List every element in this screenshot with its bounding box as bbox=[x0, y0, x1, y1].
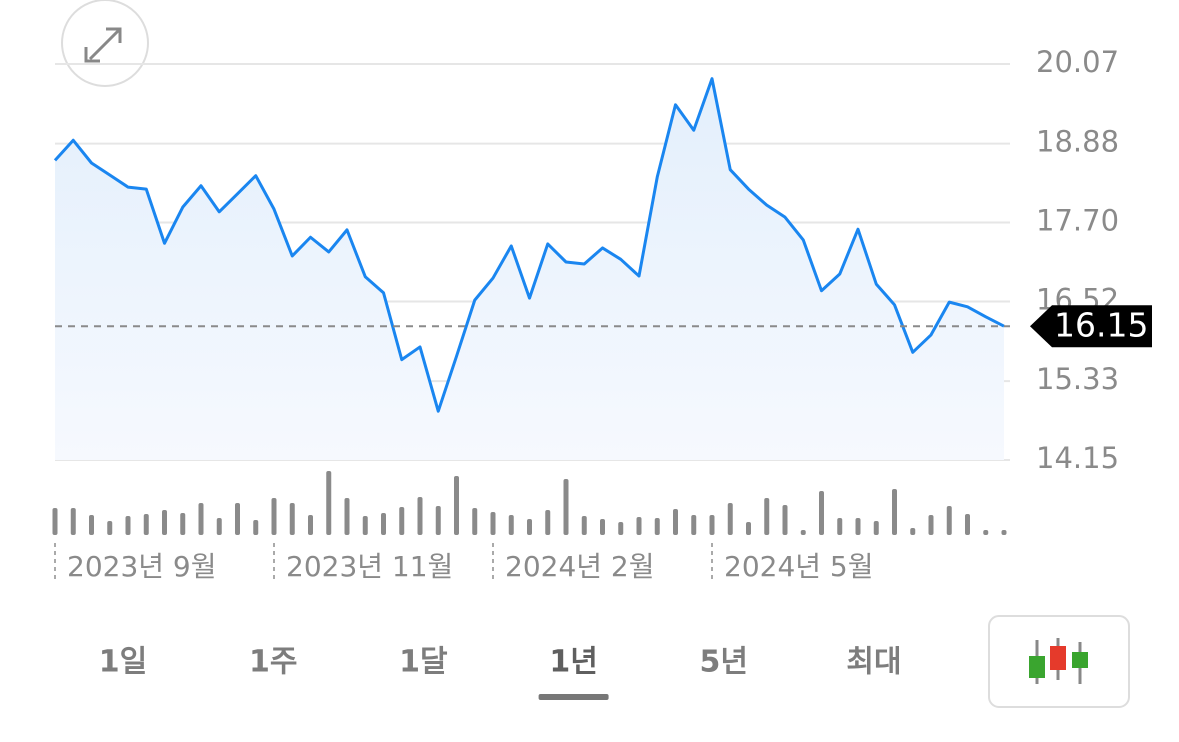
chart-type-button[interactable] bbox=[988, 615, 1130, 708]
volume-bar bbox=[289, 503, 295, 535]
range-tab[interactable]: 1년 bbox=[538, 645, 609, 701]
expand-button[interactable] bbox=[61, 0, 149, 87]
volume-bar bbox=[965, 514, 970, 535]
volume-bar bbox=[52, 508, 58, 535]
volume-bar bbox=[873, 521, 879, 535]
x-tick-label: 2024년 5월 bbox=[724, 550, 874, 583]
volume-bar bbox=[636, 517, 642, 535]
volume-bar bbox=[381, 513, 386, 535]
selected-underline bbox=[538, 694, 609, 700]
x-tick-label: 2024년 2월 bbox=[505, 550, 655, 583]
range-tab-label: 최대 bbox=[846, 645, 901, 680]
volume-bar bbox=[764, 498, 770, 535]
volume-bar bbox=[362, 516, 368, 535]
volume-bar bbox=[946, 506, 952, 535]
volume-bar bbox=[198, 503, 204, 535]
range-tab[interactable]: 1일 bbox=[99, 645, 147, 680]
volume-bar bbox=[399, 507, 405, 535]
volume-bar bbox=[928, 515, 934, 535]
range-tab[interactable]: 1달 bbox=[399, 645, 448, 680]
volume-bar bbox=[89, 515, 94, 535]
volume-bar bbox=[800, 530, 806, 535]
volume-bar bbox=[691, 515, 697, 535]
volume-bar bbox=[472, 508, 478, 535]
range-tab-label: 1일 bbox=[99, 645, 147, 680]
volume-bar bbox=[673, 509, 678, 535]
volume-bar bbox=[107, 521, 113, 535]
y-tick-label: 20.07 bbox=[1036, 45, 1119, 79]
volume-bar bbox=[162, 510, 167, 535]
y-tick-label: 18.88 bbox=[1036, 125, 1119, 159]
y-tick-label: 17.70 bbox=[1036, 204, 1119, 238]
range-tab[interactable]: 최대 bbox=[846, 645, 901, 680]
volume-bar bbox=[563, 479, 569, 535]
volume-bar bbox=[600, 519, 605, 535]
volume-bar bbox=[746, 522, 751, 535]
volume-bar bbox=[654, 518, 660, 535]
area bbox=[55, 78, 1004, 460]
volume-bar bbox=[837, 518, 843, 535]
volume-bar bbox=[782, 505, 788, 535]
volume-bar bbox=[490, 512, 496, 535]
volume-bar bbox=[727, 503, 733, 535]
volume-bar bbox=[1001, 530, 1007, 535]
price-line bbox=[53, 77, 1005, 413]
volume-bar bbox=[344, 498, 350, 535]
volume-bar bbox=[709, 515, 715, 535]
volume-bar bbox=[545, 510, 551, 535]
volume-bar bbox=[435, 506, 441, 535]
y-tick-label: 15.33 bbox=[1036, 362, 1119, 396]
volume-bar bbox=[326, 471, 332, 535]
volume-bar bbox=[271, 498, 277, 535]
volume-bar bbox=[892, 489, 897, 535]
volume-bar bbox=[125, 516, 131, 535]
last-price-tag bbox=[1030, 305, 1152, 348]
range-tab-label: 1주 bbox=[249, 645, 297, 680]
x-tick-label: 2023년 9월 bbox=[67, 550, 217, 583]
volume-bar bbox=[910, 528, 916, 535]
volume-bar bbox=[581, 516, 587, 535]
volume-bar bbox=[855, 518, 861, 535]
volume-bar bbox=[527, 519, 532, 535]
volume-bar bbox=[508, 515, 514, 535]
volume-bar bbox=[417, 497, 423, 535]
volume-bar bbox=[819, 491, 824, 535]
y-tick-label: 14.15 bbox=[1036, 441, 1119, 475]
volume-bar bbox=[454, 476, 459, 535]
range-tab-label: 1년 bbox=[549, 645, 597, 680]
range-tab[interactable]: 5년 bbox=[700, 645, 748, 680]
range-tab[interactable]: 1주 bbox=[249, 645, 297, 680]
volume-bar bbox=[70, 508, 76, 535]
volume-bar bbox=[180, 513, 186, 535]
range-tab-label: 5년 bbox=[700, 645, 748, 680]
last-price-label: 16.15 bbox=[1054, 306, 1148, 345]
volume-bar bbox=[143, 514, 149, 535]
range-tab-label: 1달 bbox=[399, 645, 448, 680]
volume-bar bbox=[235, 503, 240, 535]
volume-bar bbox=[618, 522, 624, 535]
volume-bar bbox=[216, 518, 222, 535]
volume-bar bbox=[308, 515, 313, 535]
volume-bar bbox=[253, 520, 259, 535]
x-tick-label: 2023년 11월 bbox=[286, 550, 453, 583]
volume-bar bbox=[983, 530, 989, 535]
